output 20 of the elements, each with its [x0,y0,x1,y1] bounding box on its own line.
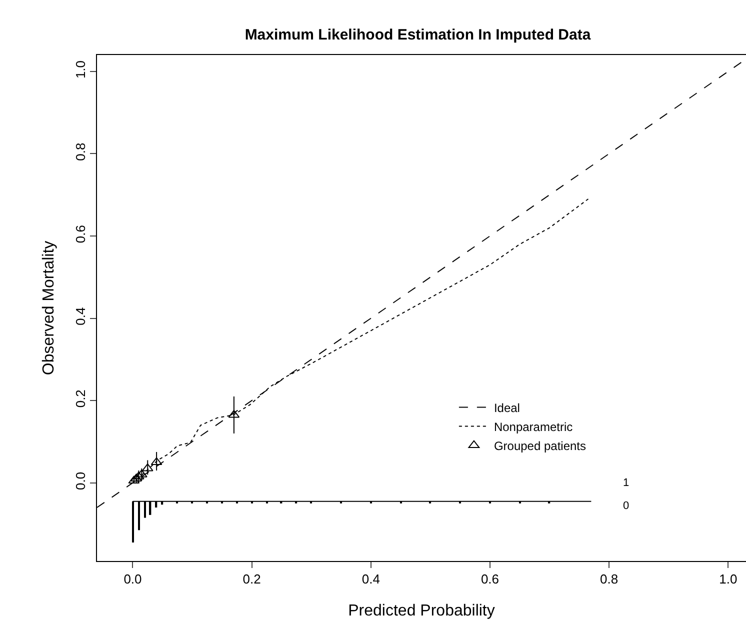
legend-label: Nonparametric [494,420,573,434]
chart-title: Maximum Likelihood Estimation In Imputed Data [244,26,592,44]
y-tick-label: 1.0 [72,60,88,79]
x-tick-label: 0.2 [242,572,261,587]
x-tick-label: 1.0 [719,572,738,587]
x-tick-label: 0.4 [362,572,380,587]
y-tick-label: 0.6 [72,225,88,244]
y-tick-label: 0.8 [72,142,88,161]
y-tick-label: 0.4 [72,307,88,326]
legend-label: Grouped patients [494,438,586,453]
annotation: 0 [623,500,630,512]
y-axis-title: Observed Mortality [40,240,58,376]
x-tick-label: 0.6 [480,572,500,587]
legend-label: Ideal [494,400,520,415]
y-tick-label: 0.0 [72,472,88,490]
x-tick-label: 0.0 [124,572,142,587]
x-axis-title: Predicted Probability [348,602,495,620]
x-tick-label: 0.8 [600,572,618,587]
annotation: 1 [623,477,630,489]
y-tick-label: 0.2 [72,390,88,408]
